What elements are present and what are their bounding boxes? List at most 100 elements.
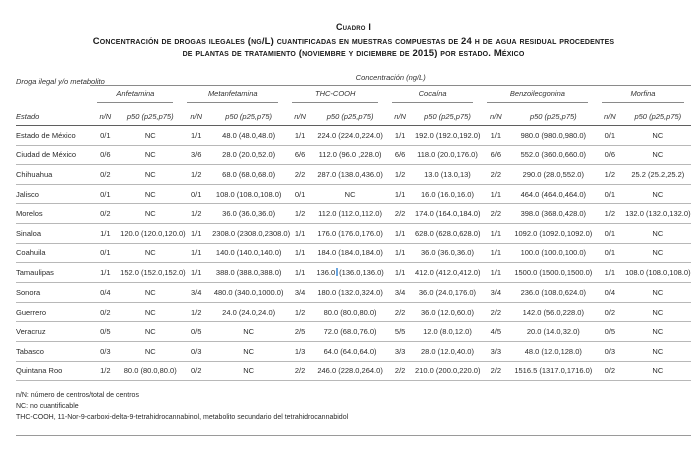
nN-cell: 0/1 — [90, 125, 121, 146]
p50-cell: 174.0 (164.0,184.0) — [415, 203, 480, 224]
drug-header-3: Cocaína — [385, 86, 480, 103]
p50-cell: 628.0 (628.0,628.0) — [415, 223, 480, 244]
p50-cell: 118.0 (20.0,176.0) — [415, 145, 480, 166]
p50-cell: 412.0 (412.0,412.0) — [415, 262, 480, 284]
nN-cell: 2/2 — [385, 302, 415, 323]
concentration-table: Droga ilegal y/o metabolito Concentració… — [16, 72, 691, 382]
nN-cell: 3/4 — [285, 282, 315, 303]
footnote-thc: THC-COOH, 11-Nor-9-carboxi-delta-9-tetra… — [16, 414, 349, 422]
nN-subheader-1: n/N — [180, 103, 213, 126]
table-body: Estado de México 0/1 NC 1/1 48.0 (48.0,48.0)… — [16, 125, 691, 382]
nN-cell: 0/1 — [285, 184, 315, 205]
p50-cell: NC — [120, 203, 181, 224]
nN-cell: 6/6 — [479, 145, 512, 166]
nN-subheader-2: n/N — [285, 103, 315, 126]
drug-header-4: Benzoilecgonina — [480, 86, 595, 103]
p50-cell: NC — [624, 321, 691, 343]
nN-cell: 0/2 — [90, 164, 121, 185]
state-cell: Jalisco — [16, 184, 91, 205]
p50-cell: 552.0 (360.0,660.0) — [511, 145, 595, 166]
p50-subheader-4: p50 (p25,p75) — [511, 103, 595, 126]
nN-cell: 0/3 — [594, 341, 625, 362]
p50-cell: NC — [120, 125, 181, 146]
table-row: Tabasco 0/3 NC 0/3 NC 1/3 64.0 (64.0,64.0) 3/3 2… — [16, 341, 691, 362]
nN-cell: 1/1 — [180, 262, 213, 284]
text-cursor-artifact — [336, 268, 339, 277]
p50-cell: NC — [120, 321, 181, 343]
nN-cell: 1/2 — [594, 164, 625, 185]
nN-cell: 0/2 — [90, 203, 121, 224]
nN-cell: 1/1 — [479, 223, 512, 244]
table-row: Chihuahua 0/2 NC 1/2 68.0 (68.0,68.0) 2/2 287.… — [16, 164, 691, 185]
nN-cell: 1/1 — [180, 243, 213, 264]
nN-cell: 2/2 — [479, 164, 512, 185]
nN-cell: 1/1 — [594, 262, 625, 284]
p50-cell: 28.0 (12.0,40.0) — [415, 341, 480, 362]
nN-cell: 0/5 — [594, 321, 625, 343]
p50-cell: 80.0 (80.0,80.0) — [314, 302, 386, 323]
nN-cell: 1/1 — [385, 125, 415, 146]
p50-cell: 480.0 (340.0,1000.0) — [212, 282, 286, 303]
p50-cell: 112.0 (112.0,112.0) — [314, 203, 386, 224]
nN-subheader-4: n/N — [479, 103, 512, 126]
nN-cell: 0/4 — [90, 282, 121, 303]
nN-cell: 1/2 — [594, 203, 625, 224]
bottom-rule — [16, 435, 691, 437]
nN-cell: 0/2 — [594, 361, 625, 382]
nN-cell: 1/2 — [285, 302, 315, 323]
p50-cell: 100.0 (100.0,100.0) — [511, 243, 595, 264]
p50-cell: 136.0 (136.0,136.0) — [314, 262, 386, 284]
p50-cell: NC — [624, 302, 691, 323]
nN-cell: 5/5 — [385, 321, 415, 343]
p50-cell: 388.0 (388.0,388.0) — [212, 262, 286, 284]
p50-cell: 192.0 (192.0,192.0) — [415, 125, 480, 146]
table-row: Estado de México 0/1 NC 1/1 48.0 (48.0,48.0)… — [16, 125, 691, 146]
table-row: Veracruz 0/5 NC 0/5 NC 2/5 72.0 (68.0,76.0) 5/5… — [16, 321, 691, 343]
nN-cell: 1/3 — [285, 341, 315, 362]
p50-cell: NC — [314, 184, 386, 205]
nN-cell: 1/1 — [285, 223, 315, 244]
nN-cell: 0/2 — [90, 302, 121, 323]
nN-cell: 3/6 — [180, 145, 213, 166]
title-block: Cuadro I Concentración de drogas ilegale… — [16, 22, 691, 60]
row-header-cell: Droga ilegal y/o metabolito — [16, 72, 105, 103]
nN-cell: 3/4 — [180, 282, 213, 303]
nN-cell: 0/3 — [90, 341, 121, 362]
p50-cell: NC — [120, 145, 181, 166]
table-row: Sinaloa 1/1 120.0 (120.0,120.0) 1/1 2308.0 (… — [16, 223, 691, 244]
p50-cell: 1500.0 (1500.0,1500.0) — [511, 262, 595, 284]
p50-cell: 80.0 (80.0,80.0) — [120, 361, 181, 382]
state-cell: Veracruz — [16, 321, 91, 343]
nN-cell: 1/2 — [385, 164, 415, 185]
p50-subheader-5: p50 (p25,p75) — [624, 103, 691, 126]
p50-cell: 287.0 (138.0,436.0) — [314, 164, 386, 185]
state-cell: Sonora — [16, 282, 91, 303]
table-row: Sonora 0/4 NC 3/4 480.0 (340.0,1000.0) 3/4 180… — [16, 282, 691, 303]
p50-cell: 224.0 (224.0,224.0) — [314, 125, 386, 146]
state-cell: Guerrero — [16, 302, 91, 323]
p50-cell: 12.0 (8.0,12.0) — [415, 321, 480, 343]
nN-cell: 1/2 — [180, 164, 213, 185]
nN-cell: 0/5 — [90, 321, 121, 343]
table-title: Concentración de drogas ilegales (ng/L) … — [16, 36, 691, 60]
nN-cell: 1/1 — [479, 262, 512, 284]
p50-cell: 64.0 (64.0,64.0) — [314, 341, 386, 362]
nN-cell: 0/1 — [180, 184, 213, 205]
drug-header-row: Anfetamina Metanfetamina THC-COOH Cocaína Be… — [16, 86, 691, 103]
p50-cell: 210.0 (200.0,220.0) — [415, 361, 480, 382]
nN-cell: 1/1 — [479, 184, 512, 205]
p50-cell: 108.0 (108.0,108.0) — [212, 184, 286, 205]
subheader-row: Estado n/N p50 (p25,p75) n/N p50 (p25,p75) n… — [16, 103, 691, 126]
nN-cell: 3/3 — [479, 341, 512, 362]
p50-cell: 16.0 (16.0,16.0) — [415, 184, 480, 205]
p50-cell: 140.0 (140.0,140.0) — [212, 243, 286, 264]
p50-cell: NC — [120, 243, 181, 264]
table-row: Jalisco 0/1 NC 0/1 108.0 (108.0,108.0) 0/1 NC 1… — [16, 184, 691, 205]
drug-header-2: THC-COOH — [285, 86, 385, 103]
nN-cell: 0/1 — [90, 184, 121, 205]
estado-column-header: Estado — [16, 103, 91, 126]
p50-cell: 290.0 (28.0,552.0) — [511, 164, 595, 185]
state-cell: Chihuahua — [16, 164, 91, 185]
nN-cell: 0/4 — [594, 282, 625, 303]
